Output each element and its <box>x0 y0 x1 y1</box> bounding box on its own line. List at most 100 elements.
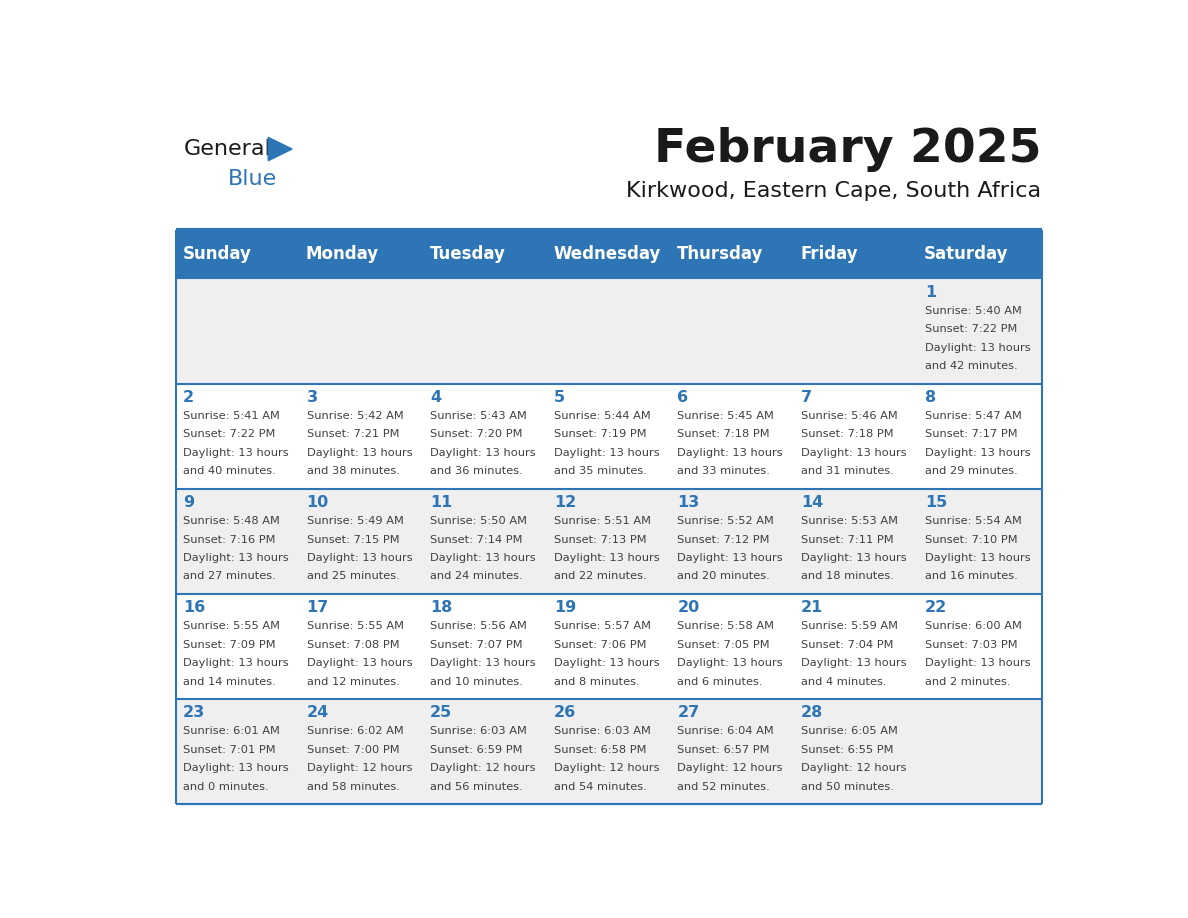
Text: Sunrise: 5:46 AM: Sunrise: 5:46 AM <box>801 411 898 421</box>
Text: and 24 minutes.: and 24 minutes. <box>430 571 523 581</box>
Text: and 6 minutes.: and 6 minutes. <box>677 677 763 687</box>
Text: Sunset: 7:22 PM: Sunset: 7:22 PM <box>924 324 1017 334</box>
Text: Sunset: 7:10 PM: Sunset: 7:10 PM <box>924 534 1017 544</box>
Text: Daylight: 13 hours: Daylight: 13 hours <box>430 553 536 563</box>
Text: Sunday: Sunday <box>182 245 251 263</box>
Text: and 16 minutes.: and 16 minutes. <box>924 571 1017 581</box>
Text: February 2025: February 2025 <box>655 127 1042 172</box>
Text: 20: 20 <box>677 600 700 615</box>
Text: Sunrise: 5:50 AM: Sunrise: 5:50 AM <box>430 516 527 526</box>
Text: Saturday: Saturday <box>924 245 1009 263</box>
Text: Sunrise: 5:41 AM: Sunrise: 5:41 AM <box>183 411 280 421</box>
Text: Sunrise: 5:51 AM: Sunrise: 5:51 AM <box>554 516 651 526</box>
Text: Friday: Friday <box>801 245 858 263</box>
Text: Sunrise: 6:03 AM: Sunrise: 6:03 AM <box>430 726 527 736</box>
Text: Daylight: 13 hours: Daylight: 13 hours <box>183 448 289 458</box>
Text: Daylight: 13 hours: Daylight: 13 hours <box>554 553 659 563</box>
Text: Sunrise: 5:59 AM: Sunrise: 5:59 AM <box>801 621 898 632</box>
Text: Daylight: 12 hours: Daylight: 12 hours <box>677 763 783 773</box>
Text: Sunset: 7:22 PM: Sunset: 7:22 PM <box>183 430 276 440</box>
Text: and 10 minutes.: and 10 minutes. <box>430 677 523 687</box>
Text: Daylight: 13 hours: Daylight: 13 hours <box>430 448 536 458</box>
Text: Daylight: 13 hours: Daylight: 13 hours <box>183 763 289 773</box>
Text: Sunset: 6:57 PM: Sunset: 6:57 PM <box>677 744 770 755</box>
Polygon shape <box>268 138 292 161</box>
Text: Sunset: 7:09 PM: Sunset: 7:09 PM <box>183 640 276 650</box>
Text: 7: 7 <box>801 390 813 405</box>
Text: 21: 21 <box>801 600 823 615</box>
Text: Sunrise: 6:03 AM: Sunrise: 6:03 AM <box>554 726 651 736</box>
FancyBboxPatch shape <box>423 230 546 278</box>
Text: Sunrise: 5:56 AM: Sunrise: 5:56 AM <box>430 621 527 632</box>
FancyBboxPatch shape <box>176 700 1042 804</box>
Text: 17: 17 <box>307 600 329 615</box>
Text: 4: 4 <box>430 390 441 405</box>
FancyBboxPatch shape <box>918 230 1042 278</box>
Text: Sunrise: 5:57 AM: Sunrise: 5:57 AM <box>554 621 651 632</box>
Text: Sunset: 6:59 PM: Sunset: 6:59 PM <box>430 744 523 755</box>
Text: 9: 9 <box>183 495 194 510</box>
Text: Daylight: 12 hours: Daylight: 12 hours <box>430 763 536 773</box>
FancyBboxPatch shape <box>176 488 1042 594</box>
Text: 8: 8 <box>924 390 936 405</box>
Text: Sunset: 7:17 PM: Sunset: 7:17 PM <box>924 430 1017 440</box>
Text: Sunset: 7:16 PM: Sunset: 7:16 PM <box>183 534 276 544</box>
Text: 25: 25 <box>430 705 453 721</box>
Text: Sunset: 7:06 PM: Sunset: 7:06 PM <box>554 640 646 650</box>
Text: Daylight: 13 hours: Daylight: 13 hours <box>924 553 1030 563</box>
Text: Sunrise: 5:45 AM: Sunrise: 5:45 AM <box>677 411 775 421</box>
Text: Daylight: 13 hours: Daylight: 13 hours <box>924 658 1030 668</box>
Text: and 12 minutes.: and 12 minutes. <box>307 677 399 687</box>
Text: Daylight: 13 hours: Daylight: 13 hours <box>677 448 783 458</box>
Text: and 56 minutes.: and 56 minutes. <box>430 782 523 791</box>
Text: Daylight: 13 hours: Daylight: 13 hours <box>924 448 1030 458</box>
Text: Daylight: 12 hours: Daylight: 12 hours <box>801 763 906 773</box>
Text: and 52 minutes.: and 52 minutes. <box>677 782 770 791</box>
Text: Sunset: 7:01 PM: Sunset: 7:01 PM <box>183 744 276 755</box>
Text: and 4 minutes.: and 4 minutes. <box>801 677 886 687</box>
Text: and 14 minutes.: and 14 minutes. <box>183 677 276 687</box>
Text: and 18 minutes.: and 18 minutes. <box>801 571 895 581</box>
Text: Daylight: 13 hours: Daylight: 13 hours <box>801 553 906 563</box>
Text: Thursday: Thursday <box>677 245 763 263</box>
Text: Sunrise: 5:54 AM: Sunrise: 5:54 AM <box>924 516 1022 526</box>
Text: 11: 11 <box>430 495 453 510</box>
Text: Sunset: 6:58 PM: Sunset: 6:58 PM <box>554 744 646 755</box>
Text: Daylight: 13 hours: Daylight: 13 hours <box>554 658 659 668</box>
Text: and 31 minutes.: and 31 minutes. <box>801 466 895 476</box>
Text: and 8 minutes.: and 8 minutes. <box>554 677 639 687</box>
Text: 16: 16 <box>183 600 206 615</box>
Text: Daylight: 13 hours: Daylight: 13 hours <box>430 658 536 668</box>
Text: 22: 22 <box>924 600 947 615</box>
Text: and 58 minutes.: and 58 minutes. <box>307 782 399 791</box>
Text: Sunrise: 5:49 AM: Sunrise: 5:49 AM <box>307 516 404 526</box>
Text: 18: 18 <box>430 600 453 615</box>
Text: Daylight: 13 hours: Daylight: 13 hours <box>801 658 906 668</box>
FancyBboxPatch shape <box>299 230 423 278</box>
Text: Tuesday: Tuesday <box>430 245 505 263</box>
Text: Sunrise: 6:02 AM: Sunrise: 6:02 AM <box>307 726 403 736</box>
Text: 19: 19 <box>554 600 576 615</box>
Text: Sunrise: 5:53 AM: Sunrise: 5:53 AM <box>801 516 898 526</box>
Text: Sunset: 7:05 PM: Sunset: 7:05 PM <box>677 640 770 650</box>
Text: Sunset: 7:07 PM: Sunset: 7:07 PM <box>430 640 523 650</box>
Text: Blue: Blue <box>228 169 277 189</box>
Text: Wednesday: Wednesday <box>554 245 661 263</box>
Text: and 33 minutes.: and 33 minutes. <box>677 466 770 476</box>
Text: Daylight: 12 hours: Daylight: 12 hours <box>554 763 659 773</box>
Text: 12: 12 <box>554 495 576 510</box>
Text: General: General <box>183 139 271 159</box>
Text: 3: 3 <box>307 390 317 405</box>
Text: and 0 minutes.: and 0 minutes. <box>183 782 268 791</box>
Text: and 29 minutes.: and 29 minutes. <box>924 466 1017 476</box>
Text: 5: 5 <box>554 390 565 405</box>
Text: Sunset: 6:55 PM: Sunset: 6:55 PM <box>801 744 893 755</box>
Text: Sunset: 7:12 PM: Sunset: 7:12 PM <box>677 534 770 544</box>
Text: Sunrise: 5:44 AM: Sunrise: 5:44 AM <box>554 411 651 421</box>
Text: Sunrise: 5:55 AM: Sunrise: 5:55 AM <box>307 621 404 632</box>
Text: Sunrise: 5:43 AM: Sunrise: 5:43 AM <box>430 411 527 421</box>
Text: Kirkwood, Eastern Cape, South Africa: Kirkwood, Eastern Cape, South Africa <box>626 182 1042 201</box>
Text: and 40 minutes.: and 40 minutes. <box>183 466 276 476</box>
Text: 15: 15 <box>924 495 947 510</box>
Text: Sunset: 7:15 PM: Sunset: 7:15 PM <box>307 534 399 544</box>
